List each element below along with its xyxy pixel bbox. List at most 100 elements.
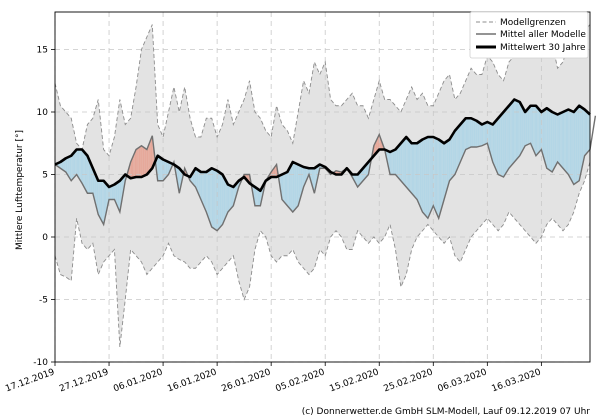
deviation-fill-segment <box>407 138 409 191</box>
deviation-fill-segment <box>98 180 100 217</box>
deviation-fill-segment <box>554 113 557 167</box>
deviation-fill-segment <box>490 123 492 158</box>
deviation-fill-segment <box>475 120 477 147</box>
deviation-fill-segment <box>130 158 133 179</box>
deviation-fill-segment <box>571 110 573 182</box>
deviation-fill-segment <box>460 122 462 162</box>
deviation-fill-segment <box>587 112 589 153</box>
deviation-fill-segment <box>295 163 297 209</box>
deviation-fill-segment <box>102 180 104 225</box>
deviation-fill-segment <box>576 107 578 183</box>
deviation-fill-segment <box>507 105 509 171</box>
deviation-fill-segment <box>435 138 438 216</box>
copyright-credit: (c) Donnerwetter.de GmbH SLM-Modell, Lau… <box>302 407 591 417</box>
deviation-fill-segment <box>433 137 435 209</box>
deviation-fill-segment <box>427 137 430 219</box>
model-range-fill <box>55 24 590 347</box>
y-axis-label: Mittlere Lufttemperatur [°] <box>15 130 25 250</box>
deviation-fill-segment <box>73 151 76 178</box>
deviation-fill-segment <box>100 180 103 222</box>
deviation-fill-segment <box>534 105 536 156</box>
deviation-fill-segment <box>445 141 447 195</box>
deviation-fill-segment <box>395 147 397 177</box>
deviation-fill-segment <box>65 157 68 175</box>
deviation-fill-segment <box>138 146 141 177</box>
deviation-fill-segment <box>77 149 80 179</box>
deviation-fill-segment <box>519 102 522 156</box>
deviation-fill-segment <box>545 108 547 169</box>
deviation-fill-segment <box>549 110 551 172</box>
deviation-fill-segment <box>414 143 416 198</box>
deviation-fill-segment <box>404 137 407 187</box>
deviation-fill-segment <box>522 107 524 151</box>
deviation-fill-segment <box>209 169 211 224</box>
deviation-fill-segment <box>552 112 554 172</box>
deviation-fill-segment <box>417 142 419 203</box>
deviation-fill-segment <box>144 147 146 176</box>
deviation-fill-segment <box>517 100 519 159</box>
deviation-fill-segment <box>425 137 427 217</box>
deviation-fill-segment <box>535 105 538 156</box>
legend-box <box>469 11 589 59</box>
deviation-fill-segment <box>61 160 64 171</box>
y-tick-label: 10 <box>37 108 49 118</box>
deviation-fill-segment <box>527 107 530 145</box>
deviation-fill-segment <box>91 165 93 194</box>
deviation-fill-segment <box>553 112 555 170</box>
deviation-fill-segment <box>508 104 511 169</box>
deviation-fill-segment <box>494 121 496 169</box>
deviation-fill-segment <box>572 111 574 185</box>
deviation-fill-segment <box>408 140 411 192</box>
deviation-fill-segment <box>145 148 147 176</box>
deviation-fill-segment <box>222 174 224 225</box>
deviation-fill-segment <box>518 101 520 158</box>
deviation-fill-segment <box>292 162 295 212</box>
deviation-fill-segment <box>225 179 227 219</box>
deviation-fill-segment <box>136 148 138 177</box>
deviation-fill-segment <box>165 160 168 178</box>
deviation-fill-segment <box>291 162 293 212</box>
deviation-fill-segment <box>79 149 81 182</box>
x-tick-label: 16.03.2020 <box>491 367 543 394</box>
deviation-fill-segment <box>146 146 149 175</box>
deviation-fill-segment <box>214 169 216 230</box>
deviation-fill-segment <box>69 155 72 181</box>
deviation-fill-segment <box>76 149 78 177</box>
deviation-fill-segment <box>83 151 85 189</box>
deviation-fill-segment <box>458 124 461 166</box>
deviation-fill-segment <box>365 163 368 178</box>
deviation-fill-segment <box>423 138 426 216</box>
deviation-fill-segment <box>464 118 466 153</box>
deviation-fill-segment <box>442 142 445 205</box>
deviation-fill-segment <box>283 173 285 203</box>
deviation-fill-segment <box>415 143 418 200</box>
deviation-fill-segment <box>562 111 565 170</box>
deviation-fill-segment <box>500 113 503 177</box>
deviation-fill-segment <box>495 119 497 172</box>
deviation-fill-segment <box>149 139 151 172</box>
deviation-fill-segment <box>577 105 580 182</box>
deviation-fill-segment <box>431 137 434 209</box>
deviation-fill-segment <box>82 149 84 186</box>
deviation-fill-segment <box>164 160 166 180</box>
deviation-fill-segment <box>200 172 203 203</box>
x-tick-label: 06.01.2020 <box>112 367 164 394</box>
deviation-fill-segment <box>449 137 451 181</box>
deviation-fill-segment <box>117 181 119 209</box>
deviation-fill-segment <box>68 156 70 179</box>
deviation-fill-segment <box>226 182 228 216</box>
deviation-fill-segment <box>210 168 212 227</box>
deviation-fill-segment <box>287 169 289 208</box>
deviation-fill-segment <box>72 152 74 180</box>
deviation-fill-segment <box>503 110 505 177</box>
deviation-fill-segment <box>512 99 515 164</box>
deviation-fill-segment <box>257 188 260 206</box>
deviation-fill-segment <box>446 140 449 191</box>
deviation-fill-segment <box>542 110 545 159</box>
y-tick-label: 15 <box>37 46 48 56</box>
deviation-fill-segment <box>132 155 134 178</box>
deviation-fill-segment <box>303 167 305 187</box>
deviation-fill-segment <box>430 137 432 212</box>
deviation-fill-segment <box>71 154 73 181</box>
